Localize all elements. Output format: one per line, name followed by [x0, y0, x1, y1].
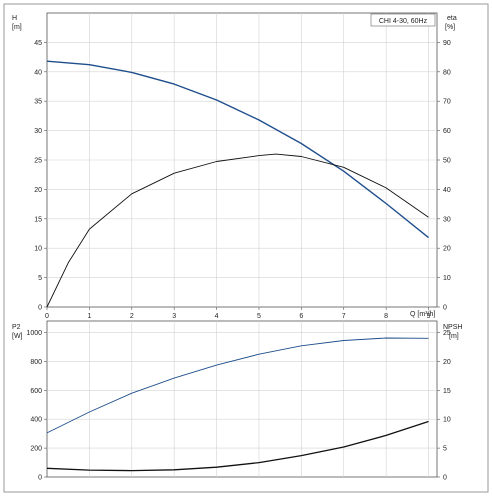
y-left-tick-label: 45	[34, 40, 42, 47]
head-curve	[46, 60, 429, 239]
y-right-tick-label: 20	[443, 246, 451, 253]
y-left-tick-label: 20	[34, 187, 42, 194]
y-left-tick-label: 0	[38, 475, 42, 482]
head-efficiency-plot: 0 1 2 3 4 5 6 7 8 9051015202530354045010203040506…	[12, 12, 457, 320]
x-tick-label: 9	[427, 313, 431, 320]
x-tick-label: 3	[172, 313, 176, 320]
power-npsh-plot: 0 200 400 600 800 1000 0 5 10 15 20 25 P2 [W] NPSH [m]	[12, 320, 462, 482]
y-right-axis-unit: [m]	[449, 333, 459, 340]
y-left-axis-name: P2	[12, 324, 21, 331]
y-right-tick-label: 25	[443, 330, 451, 337]
y-right-tick-label: 60	[443, 128, 451, 135]
y-right-tick-label: 40	[443, 187, 451, 194]
y-left-tick-label: 30	[34, 128, 42, 135]
chart-title: CHI 4-30, 60Hz	[379, 18, 428, 25]
y-left-tick-label: 600	[30, 388, 42, 395]
y-left-tick-label: 400	[30, 417, 42, 424]
y-right-tick-label: 10	[443, 417, 451, 424]
x-tick-label: 5	[257, 313, 261, 320]
x-tick-label: 0	[45, 313, 49, 320]
x-tick-label: 6	[299, 313, 303, 320]
x-tick-label: 2	[130, 313, 134, 320]
y-left-tick-label: 25	[34, 158, 42, 165]
y-left-tick-label: 10	[34, 246, 42, 253]
bottom-plot-area	[46, 320, 438, 478]
y-right-axis-unit: [%]	[445, 24, 455, 31]
y-left-tick-label: 40	[34, 69, 42, 76]
y-right-tick-label: 50	[443, 158, 451, 165]
y-left-axis-unit: [m]	[12, 24, 22, 31]
efficiency-curve	[46, 153, 429, 308]
chart-title-box	[370, 13, 436, 27]
y-right-axis-name: eta	[447, 15, 457, 22]
y-right-tick-label: 70	[443, 99, 451, 106]
y-left-tick-label: 35	[34, 99, 42, 106]
y-left-tick-label: 5	[38, 275, 42, 282]
y-right-tick-label: 10	[443, 275, 451, 282]
y-right-tick-label: 80	[443, 69, 451, 76]
x-tick-label: 4	[215, 313, 219, 320]
y-left-tick-label: 800	[30, 359, 42, 366]
y-left-axis-unit: [W]	[12, 333, 23, 340]
y-right-tick-label: 0	[443, 475, 447, 482]
y-right-tick-label: 0	[443, 305, 447, 312]
y-left-axis-name: H	[12, 15, 17, 22]
y-left-tick-label: 1000	[26, 330, 42, 337]
y-right-tick-label: 15	[443, 388, 451, 395]
y-left-tick-label: 0	[38, 305, 42, 312]
x-axis-label: Q [m³/h]	[410, 311, 435, 318]
y-right-tick-label: 20	[443, 359, 451, 366]
x-tick-label: 8	[384, 313, 388, 320]
y-left-tick-label: 15	[34, 216, 42, 223]
power-curve	[46, 337, 429, 434]
y-right-axis-name: NPSH	[443, 324, 462, 331]
y-right-tick-label: 30	[443, 216, 451, 223]
npsh-curve	[46, 420, 429, 472]
y-right-tick-label: 5	[443, 446, 447, 453]
y-right-tick-label: 90	[443, 40, 451, 47]
y-left-tick-label: 200	[30, 446, 42, 453]
x-tick-label: 1	[87, 313, 91, 320]
x-tick-label: 7	[342, 313, 346, 320]
